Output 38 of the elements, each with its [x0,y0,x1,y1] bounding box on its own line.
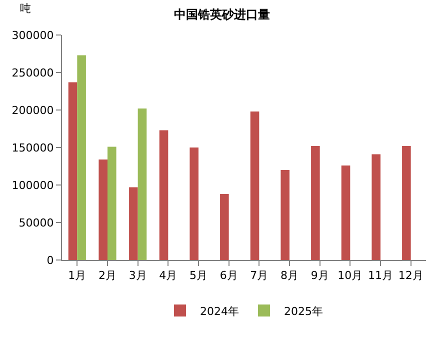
bar [402,146,411,260]
y-tick-label: 100000 [12,178,54,192]
x-tick-label: 8月 [280,269,298,282]
x-tick-label: 7月 [250,269,268,282]
y-tick-label: 50000 [18,216,54,230]
bar [108,146,116,260]
x-tick-label: 2月 [98,269,116,282]
bar [190,148,198,260]
bar [372,154,380,260]
x-tick-label: 4月 [159,269,178,282]
y-tick-label: 300000 [12,28,54,42]
y-tick-label: 150000 [12,141,54,154]
y-tick-label: 250000 [12,66,54,80]
x-tick-label: 6月 [220,269,238,282]
x-tick-label: 9月 [310,269,329,282]
bar [220,194,229,260]
y-axis-title: 吨 [20,2,31,15]
bar [280,170,290,260]
y-tick-label: 200000 [12,104,54,117]
bar [341,166,350,260]
bar [68,82,78,260]
bar [138,108,147,260]
bar [311,146,320,260]
bar [129,187,138,260]
bar [98,160,108,260]
x-tick-label: 12月 [398,269,424,282]
bar [250,112,260,260]
x-tick-label: 5月 [190,269,208,282]
y-tick-label: 0 [46,254,54,267]
bar [77,55,86,260]
x-tick-label: 1月 [68,269,86,282]
x-tick-label: 10月 [338,269,363,282]
chart-title: 中国锆英砂进口量 [174,8,270,22]
x-tick-label: 3月 [128,269,147,282]
legend-label: 2025年 [284,304,323,318]
bar [159,130,168,260]
x-tick-label: 11月 [368,269,393,282]
legend-label: 2024年 [200,304,239,318]
